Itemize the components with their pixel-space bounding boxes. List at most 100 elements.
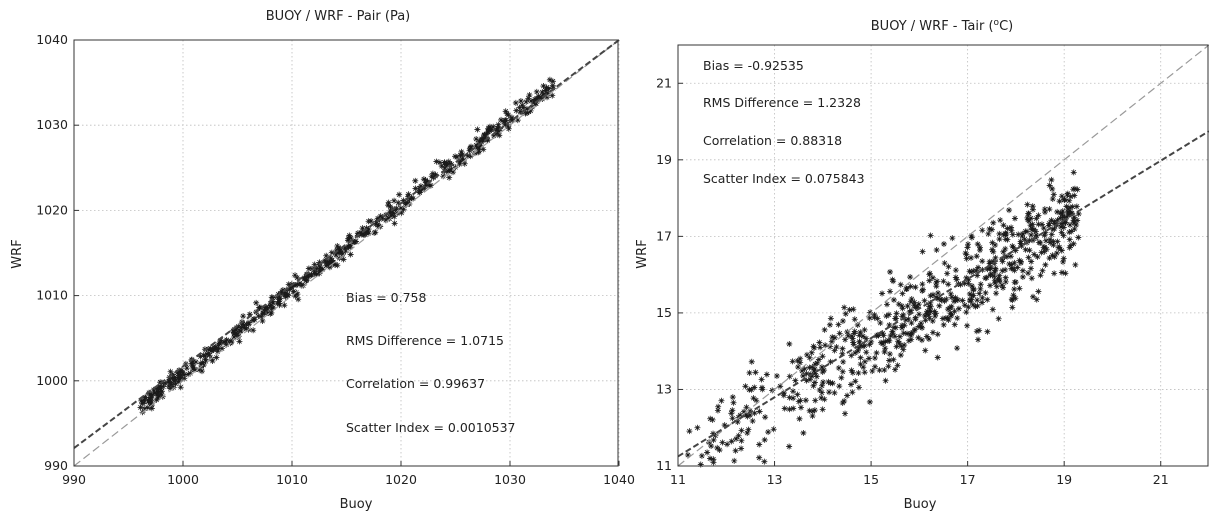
data-point [484, 137, 491, 144]
data-point [1012, 295, 1019, 302]
stat-rms: RMS Difference = 1.0715 [346, 333, 504, 348]
data-point [219, 345, 226, 352]
data-point [546, 76, 553, 83]
data-point [991, 273, 998, 280]
data-point [961, 302, 968, 309]
data-point [544, 91, 551, 98]
data-point [268, 294, 275, 301]
data-point [202, 358, 209, 365]
data-point [745, 426, 752, 433]
data-point [382, 217, 389, 224]
data-point [365, 230, 372, 237]
data-point [854, 321, 861, 328]
data-point [1070, 169, 1077, 176]
x-tick-label: 19 [1056, 472, 1072, 487]
data-point [1029, 237, 1036, 244]
data-point [990, 248, 997, 255]
data-point [347, 251, 354, 258]
data-point [877, 339, 884, 346]
data-point [998, 256, 1005, 263]
data-point [822, 342, 829, 349]
data-point [927, 232, 934, 239]
data-point [516, 104, 523, 111]
data-point [208, 347, 215, 354]
data-point [525, 108, 532, 115]
data-point [827, 358, 834, 365]
data-point [542, 87, 549, 94]
data-point [996, 230, 1003, 237]
data-point [334, 262, 341, 269]
data-point [896, 340, 903, 347]
data-point [812, 370, 819, 377]
data-point [1024, 214, 1031, 221]
data-point [907, 283, 914, 290]
data-point [936, 302, 943, 309]
data-point [899, 290, 906, 297]
data-point [474, 144, 481, 151]
data-point [335, 249, 342, 256]
data-point [371, 229, 378, 236]
data-point [321, 258, 328, 265]
y-tick-label: 15 [656, 305, 672, 320]
data-point [802, 397, 809, 404]
data-point [313, 265, 320, 272]
data-point [985, 230, 992, 237]
data-point [947, 290, 954, 297]
data-point [1066, 197, 1073, 204]
data-point [442, 161, 449, 168]
data-point [979, 258, 986, 265]
data-point [890, 356, 897, 363]
data-point [915, 323, 922, 330]
data-point [892, 315, 899, 322]
data-point [821, 367, 828, 374]
data-point [1033, 215, 1040, 222]
y-tick-label: 1040 [36, 32, 68, 47]
data-point [762, 414, 769, 421]
data-point [432, 171, 439, 178]
stat-scatter-index: Scatter Index = 0.075843 [703, 171, 865, 186]
data-point [963, 274, 970, 281]
data-point [1011, 267, 1018, 274]
data-point [282, 293, 289, 300]
data-point [319, 266, 326, 273]
data-point [987, 282, 994, 289]
data-point [744, 430, 751, 437]
data-point [138, 397, 145, 404]
data-point [1060, 224, 1067, 231]
data-point [857, 361, 864, 368]
data-point [738, 445, 745, 452]
data-point [1028, 258, 1035, 265]
data-point [934, 354, 941, 361]
data-point [697, 461, 704, 468]
data-point [233, 324, 240, 331]
data-point [781, 405, 788, 412]
data-point [216, 340, 223, 347]
data-point [1041, 232, 1048, 239]
data-point [1022, 246, 1029, 253]
data-point [911, 302, 918, 309]
data-point [935, 290, 942, 297]
x-tick-label: 17 [960, 472, 976, 487]
data-point [714, 407, 721, 414]
data-point [191, 366, 198, 373]
data-point [393, 205, 400, 212]
data-point [887, 268, 894, 275]
data-point [1058, 269, 1065, 276]
data-point [812, 397, 819, 404]
data-point [189, 366, 196, 373]
data-point [1040, 225, 1047, 232]
data-point [918, 320, 925, 327]
data-point [839, 368, 846, 375]
x-tick-label: 1020 [385, 472, 417, 487]
data-point [786, 373, 793, 380]
data-point [818, 389, 825, 396]
data-point [294, 274, 301, 281]
data-point [1048, 176, 1055, 183]
data-point [792, 377, 799, 384]
data-point [820, 379, 827, 386]
data-point [974, 272, 981, 279]
data-point [1033, 296, 1040, 303]
stat-scatter-index: Scatter Index = 0.0010537 [346, 420, 516, 435]
data-point [1035, 221, 1042, 228]
